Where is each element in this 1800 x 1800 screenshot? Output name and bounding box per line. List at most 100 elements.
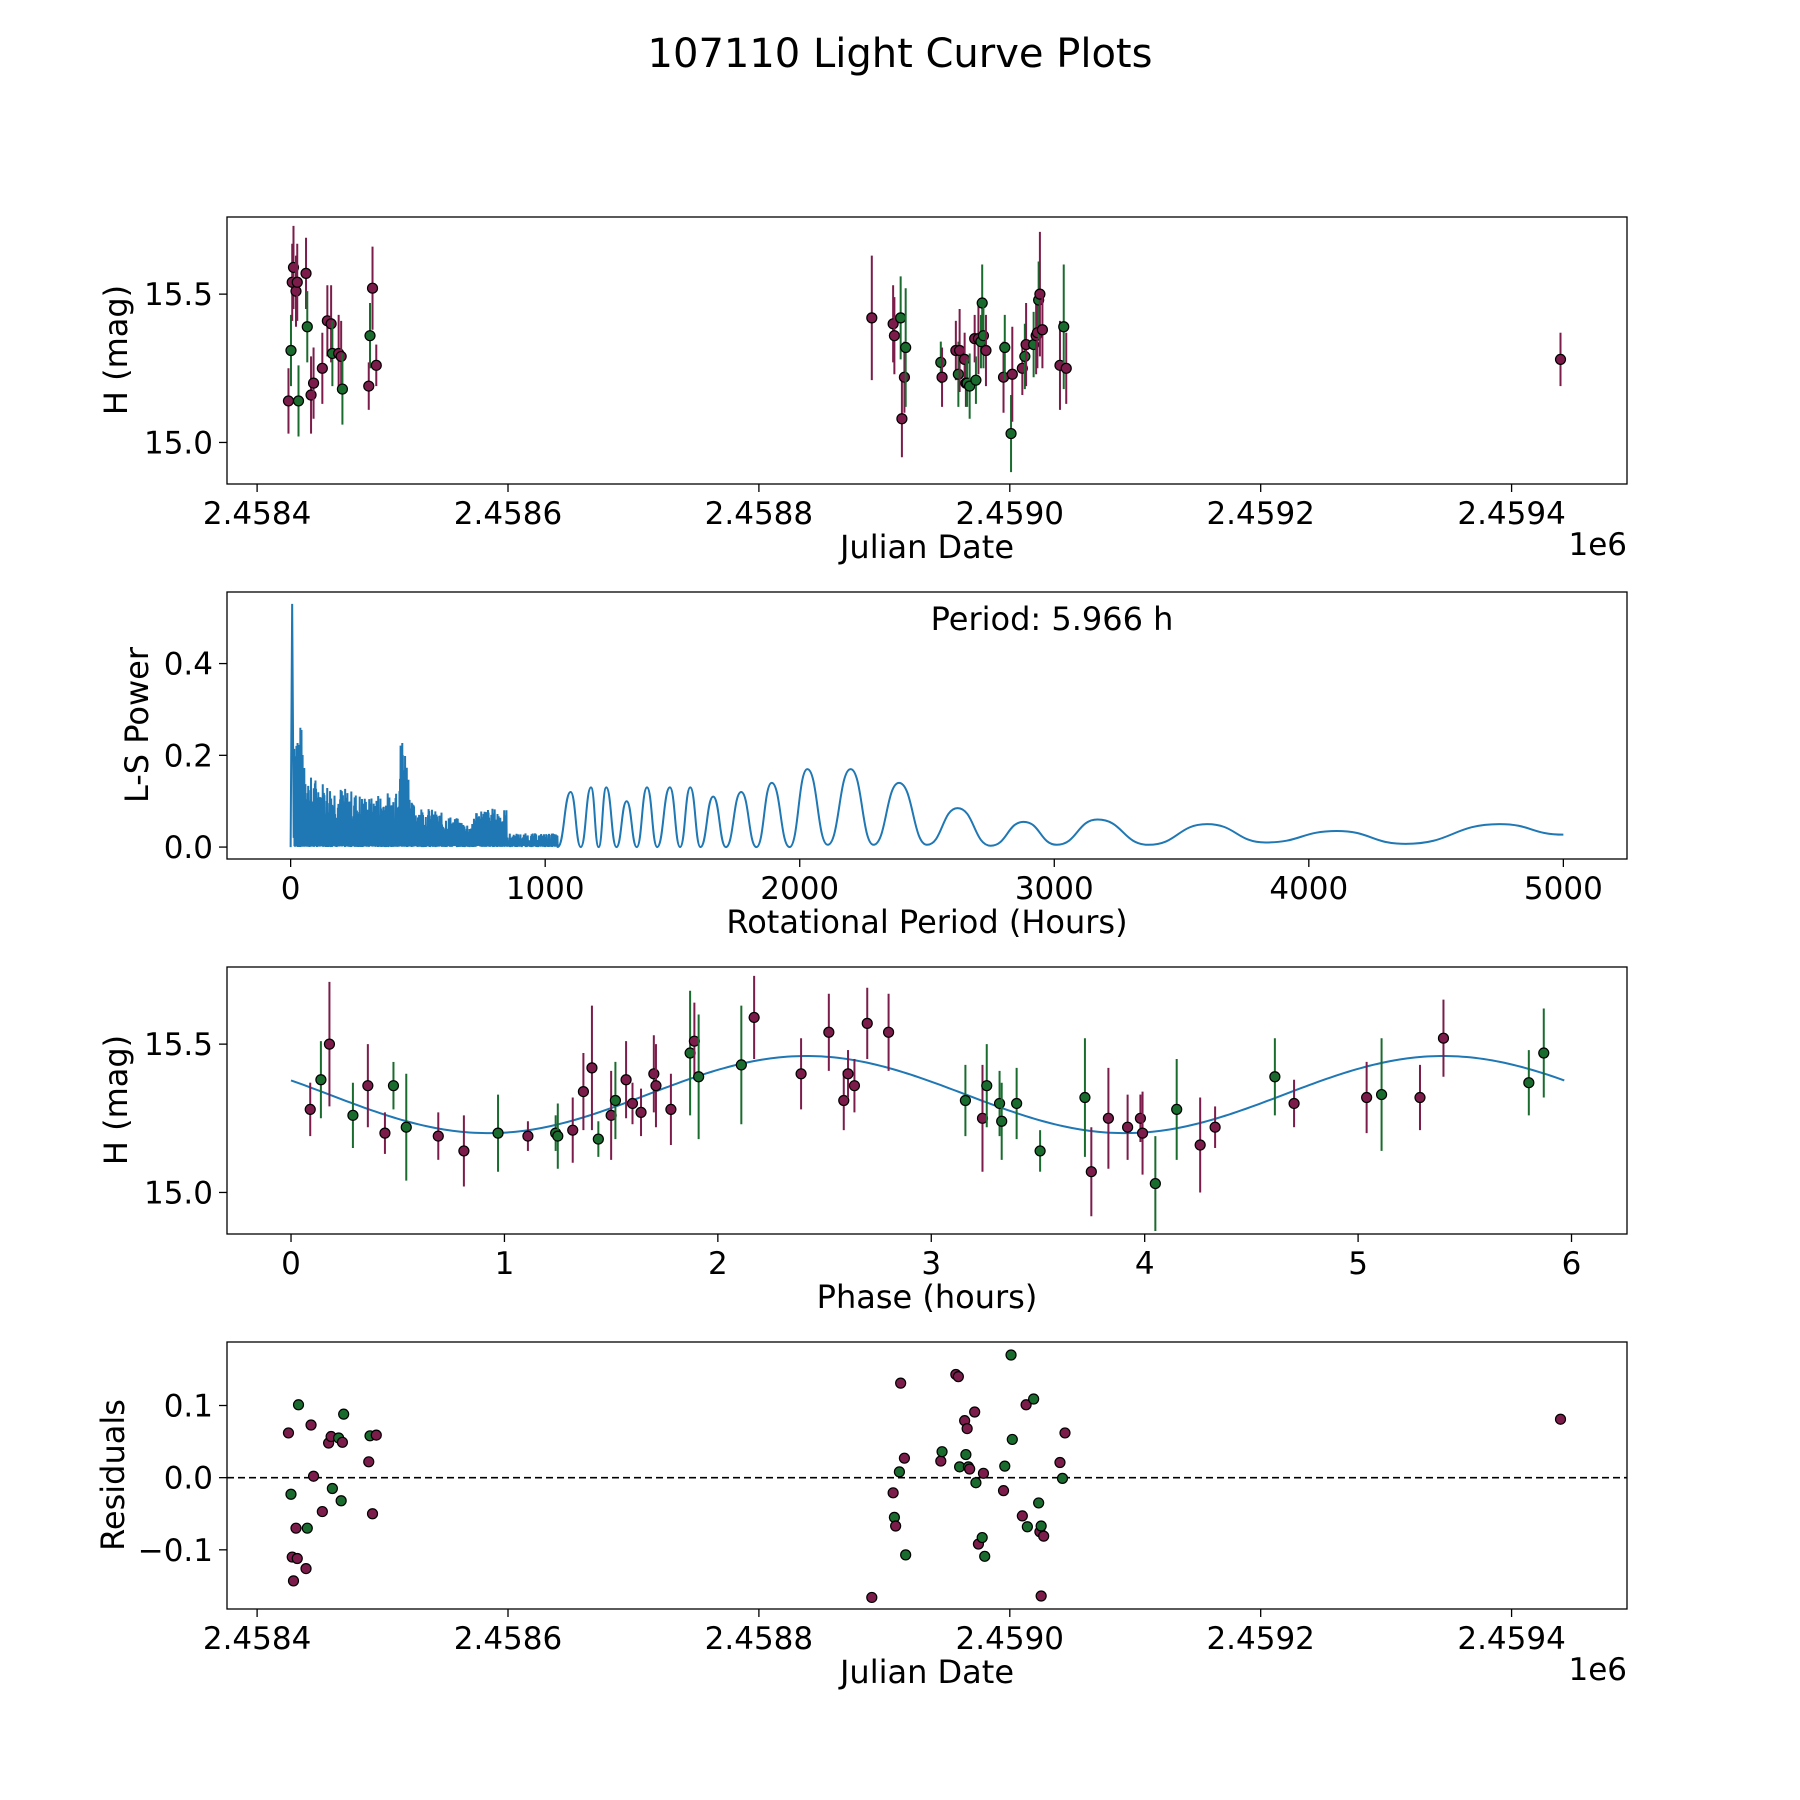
lightcurve-point	[292, 395, 305, 407]
phased-point	[1437, 1032, 1450, 1044]
phased-point	[315, 1074, 327, 1086]
figure-title: 107110 Light Curve Plots	[648, 31, 1153, 77]
phased-point	[567, 1124, 579, 1136]
lightcurve-point	[282, 395, 295, 407]
phased-xtick-label: 2	[708, 1246, 728, 1282]
phased-ytick-label: 15.0	[144, 1175, 213, 1211]
phased-point	[1414, 1091, 1426, 1104]
residuals-point	[1054, 1456, 1066, 1469]
residuals-point	[936, 1446, 948, 1458]
residuals-ytick-label: −0.1	[138, 1533, 213, 1569]
phased-point	[1122, 1121, 1134, 1133]
lightcurve-point	[976, 297, 988, 309]
periodogram-xtick-label: 3000	[1015, 871, 1094, 907]
periodogram-xtick-label: 5000	[1524, 871, 1603, 907]
phased-xlabel: Phase (hours)	[817, 1278, 1038, 1316]
periodogram-ytick-label: 0.4	[164, 647, 213, 683]
residuals-xtick-label: 2.4590	[956, 1621, 1064, 1657]
periodogram-ytick-label: 0.0	[164, 830, 213, 866]
residuals-point	[282, 1427, 295, 1439]
lightcurve-point	[970, 374, 982, 386]
phased-point	[795, 1068, 807, 1080]
residuals-ytick-label: 0.0	[164, 1461, 213, 1497]
phased-point	[823, 1026, 835, 1038]
residuals-point	[366, 1508, 379, 1520]
residuals-point	[1021, 1521, 1033, 1533]
lightcurve-point	[900, 341, 912, 354]
residuals-point	[1554, 1413, 1567, 1425]
lightcurve-point	[1554, 353, 1567, 365]
phased-ylabel: H (mag)	[97, 1035, 135, 1165]
lightcurve-point	[307, 377, 320, 389]
lightcurve-point	[888, 330, 900, 342]
residuals-point	[890, 1520, 902, 1532]
phased-ytick-label: 15.5	[144, 1027, 213, 1063]
phased-fit-curve	[290, 1055, 1565, 1135]
lightcurve-point	[363, 380, 375, 392]
phased-point	[379, 1127, 391, 1139]
phased-xtick-label: 6	[1562, 1246, 1582, 1282]
lightcurve-point	[935, 356, 947, 368]
phased-point	[693, 1071, 705, 1083]
residuals-point	[363, 1456, 375, 1468]
phased-point	[1149, 1177, 1161, 1190]
residuals-point	[336, 1436, 349, 1448]
residuals-axes-frame	[226, 1341, 1628, 1610]
residuals-point	[952, 1371, 964, 1383]
phased-point	[586, 1062, 598, 1074]
phased-point	[842, 1068, 854, 1080]
phased-xtick-label: 1	[495, 1246, 515, 1282]
phased-point	[1134, 1112, 1147, 1124]
residuals-point	[979, 1550, 991, 1562]
lightcurve-point	[1060, 362, 1072, 374]
residuals-xtick-label: 2.4592	[1206, 1621, 1314, 1657]
residuals-point	[898, 1452, 911, 1464]
phased-point	[1361, 1091, 1373, 1104]
residuals-point	[976, 1531, 988, 1544]
phased-point	[362, 1080, 374, 1092]
residuals-point	[301, 1522, 313, 1534]
residuals-point	[964, 1463, 976, 1475]
residuals-point	[1028, 1393, 1040, 1405]
residuals-point	[287, 1575, 300, 1587]
periodogram-xtick-label: 2000	[760, 871, 839, 907]
phased-point	[323, 1038, 336, 1050]
periodogram-xtick-label: 1000	[506, 871, 585, 907]
phased-point	[609, 1094, 622, 1107]
lightcurve-point	[1006, 368, 1018, 380]
phased-point	[838, 1094, 850, 1107]
lightcurve-point	[895, 312, 907, 324]
residuals-point	[307, 1470, 320, 1482]
lightcurve-point	[301, 321, 313, 333]
phased-point	[993, 1097, 1006, 1110]
residuals-point	[977, 1467, 990, 1479]
residuals-offset-text: 1e6	[1568, 1652, 1627, 1688]
phased-point	[1136, 1127, 1149, 1139]
phased-point	[552, 1130, 564, 1142]
phased-point	[665, 1103, 677, 1116]
periodogram-line	[289, 603, 1564, 849]
lightcurve-point	[999, 341, 1011, 354]
phased-xtick-label: 3	[921, 1246, 941, 1282]
phased-point	[347, 1109, 359, 1121]
residuals-point	[969, 1406, 981, 1418]
lightcurve-ytick-label: 15.0	[144, 425, 213, 461]
residuals-ytick-label: 0.1	[164, 1389, 213, 1425]
phased-xtick-label: 0	[281, 1246, 301, 1282]
phased-point	[592, 1133, 604, 1145]
residuals-point	[1035, 1520, 1047, 1532]
residuals-point	[291, 1552, 303, 1565]
residuals-point	[997, 1485, 1010, 1497]
residuals-point	[300, 1562, 312, 1575]
residuals-point	[305, 1419, 317, 1431]
residuals-point	[1006, 1433, 1018, 1446]
phased-point	[650, 1080, 662, 1092]
phased-point	[735, 1059, 747, 1071]
lightcurve-point	[316, 362, 328, 374]
lightcurve-point	[370, 359, 382, 371]
phased-point	[492, 1127, 504, 1139]
phased-panel: 0 1 2 3 4 5 6 15.0 15.5 Phase (hours) H (mag)	[97, 966, 1628, 1316]
residuals-point	[1020, 1399, 1032, 1411]
residuals-point	[900, 1549, 912, 1561]
periodogram-xtick-label: 4000	[1269, 871, 1348, 907]
